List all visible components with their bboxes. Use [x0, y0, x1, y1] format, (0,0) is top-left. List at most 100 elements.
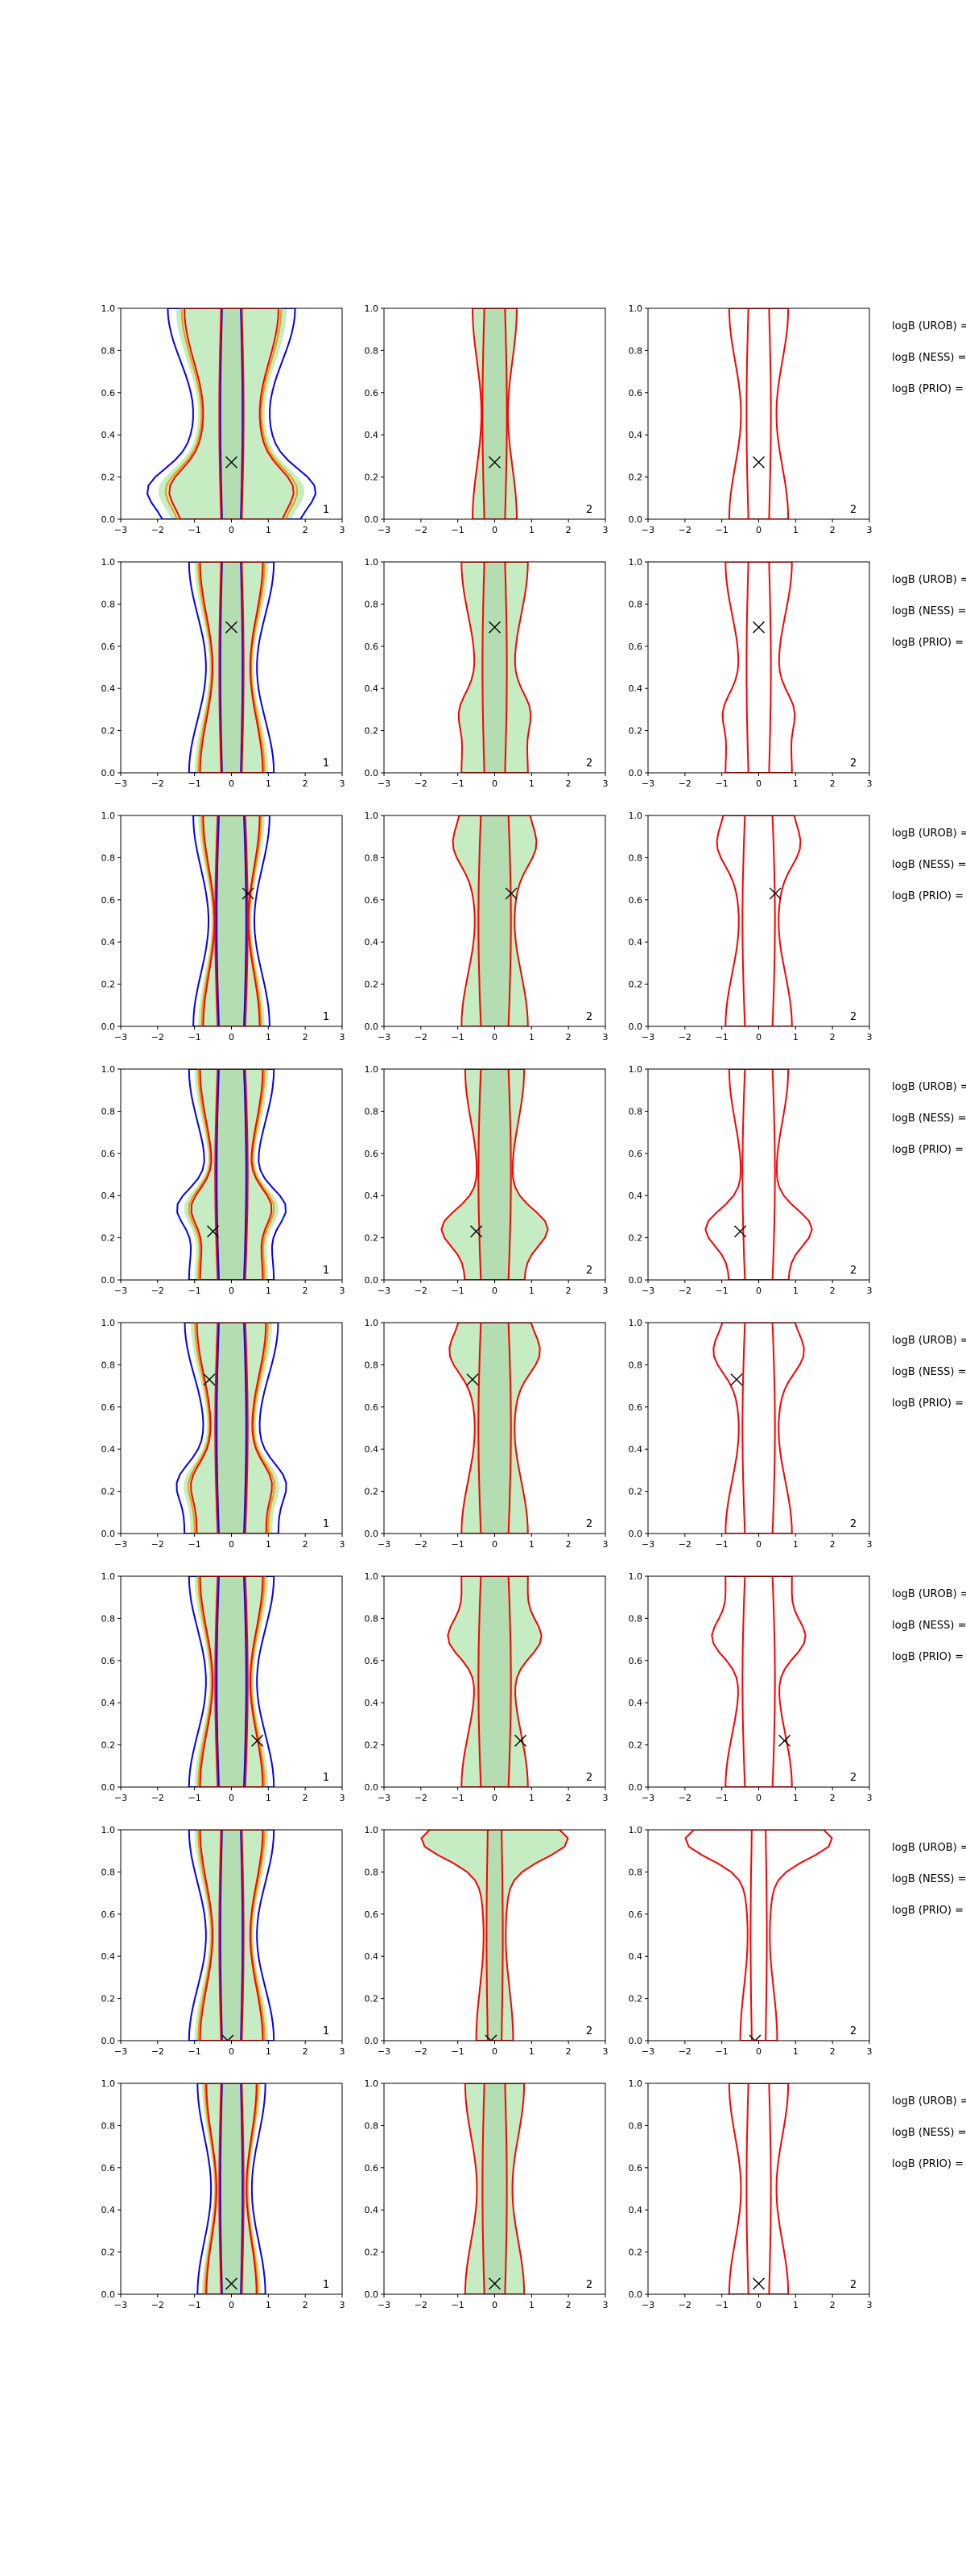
contour-blue-outer	[192, 815, 270, 1026]
contour-red-inner	[741, 1323, 776, 1534]
y-tick-label: 0.2	[629, 726, 643, 737]
y-tick-label: 0.2	[365, 980, 379, 990]
x-tick-label: −2	[415, 1286, 427, 1296]
plot-area	[440, 1069, 549, 1280]
y-tick-label: 1.0	[101, 1064, 116, 1075]
y-tick-label: 0.4	[101, 1444, 116, 1455]
y-tick-label: 0.6	[101, 1656, 116, 1666]
x-tick-label: 3	[867, 1032, 873, 1042]
contour-red-outer	[464, 2083, 526, 2294]
x-axis: −3 −2 −1 0 1 2 3	[642, 1534, 873, 1550]
density-fill-inner	[477, 815, 513, 1026]
y-tick-label: 0.0	[629, 2289, 643, 2300]
contour-red-inner	[477, 815, 512, 1026]
panel-r3-c1: −3 −2 −1 0 1 2 3 0.0 0.2 0.4 0.6 0.8 1.0 1	[101, 811, 345, 1042]
contour-blue-outer	[175, 1323, 287, 1534]
y-tick-label: 0.4	[365, 683, 379, 694]
contour-red-outer	[684, 1830, 833, 2041]
true-value-marker	[505, 887, 518, 900]
x-axis: −3 −2 −1 0 1 2 3	[378, 1787, 609, 1803]
x-tick-label: −3	[114, 778, 127, 789]
panel-label: 2	[850, 1518, 857, 1530]
x-axis: −3 −2 −1 0 1 2 3	[642, 1280, 873, 1296]
panel-r8-c1: −3 −2 −1 0 1 2 3 0.0 0.2 0.4 0.6 0.8 1.0 1	[101, 2079, 345, 2310]
y-tick-label: 0.6	[365, 1149, 379, 1159]
x-tick-label: −3	[114, 1286, 127, 1296]
x-tick-label: 0	[756, 1539, 762, 1550]
panel-r5-c3: −3 −2 −1 0 1 2 30.00.20.40.60.81.0 2	[629, 1318, 873, 1550]
contour-red-outer	[716, 815, 802, 1026]
y-tick-label: 0.8	[629, 1106, 643, 1117]
x-tick-label: −2	[151, 1539, 164, 1550]
y-tick-label: 0.8	[365, 599, 379, 609]
y-tick-label: 1.0	[101, 1825, 116, 1835]
x-tick-label: 0	[756, 1286, 762, 1296]
contour-blue-inner	[219, 562, 244, 773]
true-value-marker	[251, 1734, 264, 1747]
y-tick-label: 0.0	[101, 1275, 116, 1286]
x-axis: −3 −2 −1 0 1 2 3	[114, 2294, 345, 2310]
x-tick-label: 3	[603, 2300, 609, 2310]
axes-frame	[647, 815, 870, 1027]
y-axis: 0.0 0.2 0.4 0.6 0.8 1.0	[629, 1318, 648, 1539]
panel-r6-c3: −3 −2 −1 0 1 2 30.00.20.40.60.81.02	[629, 1571, 873, 1803]
y-tick-label: 1.0	[365, 811, 379, 821]
y-tick-label: 1.0	[629, 1064, 643, 1075]
y-tick-label: 0.4	[365, 1698, 379, 1708]
y-tick-label: 0.2	[365, 1994, 379, 2004]
contour-red-outer	[447, 1576, 543, 1787]
x-tick-label: 2	[303, 778, 308, 789]
plot-area	[447, 1576, 543, 1787]
logB-label: logB (NESS) =	[892, 352, 966, 364]
y-tick-label: 0.4	[629, 1191, 643, 1201]
y-tick-label: 0.4	[365, 937, 379, 947]
y-tick-label: 0.2	[101, 2248, 116, 2258]
logB-label: logB (NESS) =	[892, 1620, 966, 1632]
x-tick-label: 1	[529, 525, 535, 535]
panel-r2-c1: −3 −2 −1 0 1 2 3 0.0 0.2 0.4 0.6 0.8 1.0 1	[101, 557, 345, 789]
x-axis: −3 −2 −1 0 1 2 3	[114, 1280, 345, 1296]
x-tick-label: 2	[830, 1032, 836, 1042]
y-tick-label: 0.2	[101, 473, 116, 483]
panel-r5-c2: −3 −2 −1 0 1 2 30.00.20.40.60.81.02	[365, 1318, 609, 1550]
x-tick-label: −3	[642, 778, 654, 789]
panel-r2-c2: −3 −2 −1 0 1 2 30.00.20.40.60.81.02	[365, 557, 609, 789]
x-tick-label: 2	[830, 2300, 836, 2310]
x-tick-label: 1	[793, 2300, 799, 2310]
x-tick-label: 2	[303, 2046, 308, 2057]
x-tick-label: 2	[303, 1793, 308, 1803]
x-tick-label: −2	[679, 525, 691, 535]
contour-orange-outer	[197, 1830, 266, 2041]
panel-r4-c2: −3 −2 −1 0 1 2 3 0.0 0.2 0.4 0.6 0.8 1.0 2	[365, 1064, 609, 1296]
panel-r1-c2: −3 −2 −1 0 1 2 3 0.0 0.2 0.4 0.6 0.8 1.0 2	[365, 303, 609, 535]
y-tick-label: 0.8	[101, 345, 116, 356]
y-tick-label: 0.4	[101, 2205, 116, 2215]
x-tick-label: 1	[529, 1032, 535, 1042]
true-value-marker	[242, 887, 254, 900]
plot-area	[188, 562, 275, 773]
y-tick-label: 0.0	[629, 1782, 643, 1793]
panel-label: 2	[586, 2025, 592, 2037]
x-tick-label: 2	[830, 2046, 836, 2057]
x-tick-label: 1	[529, 1286, 535, 1296]
y-tick-label: 0.0	[101, 1782, 116, 1793]
x-tick-label: −1	[188, 525, 201, 535]
true-value-marker	[489, 2277, 501, 2290]
y-tick-label: 1.0	[101, 303, 116, 314]
density-fill-inner	[213, 815, 250, 1026]
x-tick-label: 0	[229, 525, 234, 535]
plot-area	[704, 1069, 813, 1280]
y-tick-label: 0.4	[629, 1698, 643, 1708]
panel-label: 2	[850, 1011, 857, 1023]
panel-label: 2	[586, 1011, 592, 1023]
true-value-marker	[225, 621, 237, 634]
x-tick-label: 0	[229, 1539, 234, 1550]
logB-label: logB (NESS) =	[892, 1113, 966, 1125]
panel-r2-c3: −3 −2 −1 0 1 2 30.00.20.40.60.81.02	[629, 557, 873, 789]
x-tick-label: −3	[378, 778, 390, 789]
x-tick-label: 3	[603, 1539, 609, 1550]
x-tick-label: 3	[340, 778, 345, 789]
x-tick-label: −1	[452, 778, 464, 789]
x-tick-label: 1	[793, 778, 799, 789]
y-axis: 0.0 0.2 0.4 0.6 0.8 1.0	[629, 1825, 648, 2046]
